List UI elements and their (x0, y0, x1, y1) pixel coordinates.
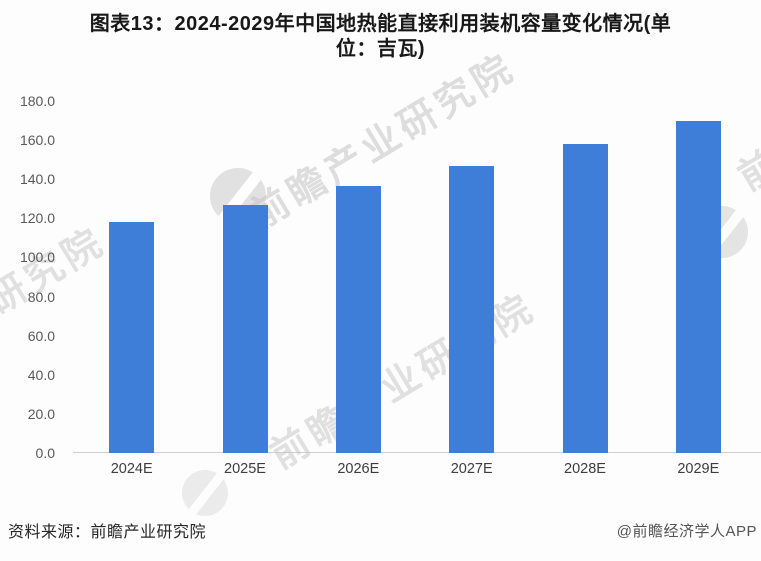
brand-watermark-text: 前瞻产业研究院 (263, 286, 544, 478)
x-axis-label-2029e: 2029E (677, 461, 720, 477)
figure-title: 图表13：2024-2029年中国地热能直接利用装机容量变化情况(单 位：吉瓦) (10, 12, 751, 62)
x-axis-label-2028e: 2028E (564, 461, 606, 477)
y-axis-tick-label: 60.0 (27, 327, 55, 344)
bar-2028e (562, 144, 608, 453)
y-axis-tick-label: 160.0 (19, 132, 55, 149)
bar-2029e (675, 120, 721, 453)
y-axis-tick-label: 20.0 (27, 405, 55, 422)
figure-title-line2: 位：吉瓦) (335, 38, 426, 60)
y-axis-tick-label: 180.0 (19, 93, 55, 109)
x-axis-label-2024e: 2024E (110, 461, 153, 477)
credit-text: @前瞻经济学人APP (616, 523, 757, 540)
y-axis-tick-label: 0.0 (35, 445, 55, 461)
bar-2027e (449, 165, 495, 453)
y-axis-tick-label: 80.0 (27, 288, 55, 305)
x-axis-label-2027e: 2027E (450, 461, 493, 477)
data-source-text: 资料来源：前瞻产业研究院 (8, 524, 207, 541)
bar-2024e (109, 222, 155, 453)
x-axis-label-2026e: 2026E (337, 461, 380, 477)
figure-title-line1: 图表13：2024-2029年中国地热能直接利用装机容量变化情况(单 (89, 13, 672, 35)
bar-2026e (335, 186, 381, 453)
x-axis-label-2025e: 2025E (224, 461, 266, 477)
y-axis-tick-label: 140.0 (19, 171, 55, 188)
y-axis-tick-label: 120.0 (19, 210, 55, 227)
y-axis-tick-label: 100.0 (19, 249, 55, 266)
qianzhan-logo-watermark-icon (182, 470, 228, 516)
bar-2025e (222, 204, 268, 453)
x-axis-line (73, 452, 761, 453)
y-axis-tick-label: 40.0 (27, 366, 55, 383)
